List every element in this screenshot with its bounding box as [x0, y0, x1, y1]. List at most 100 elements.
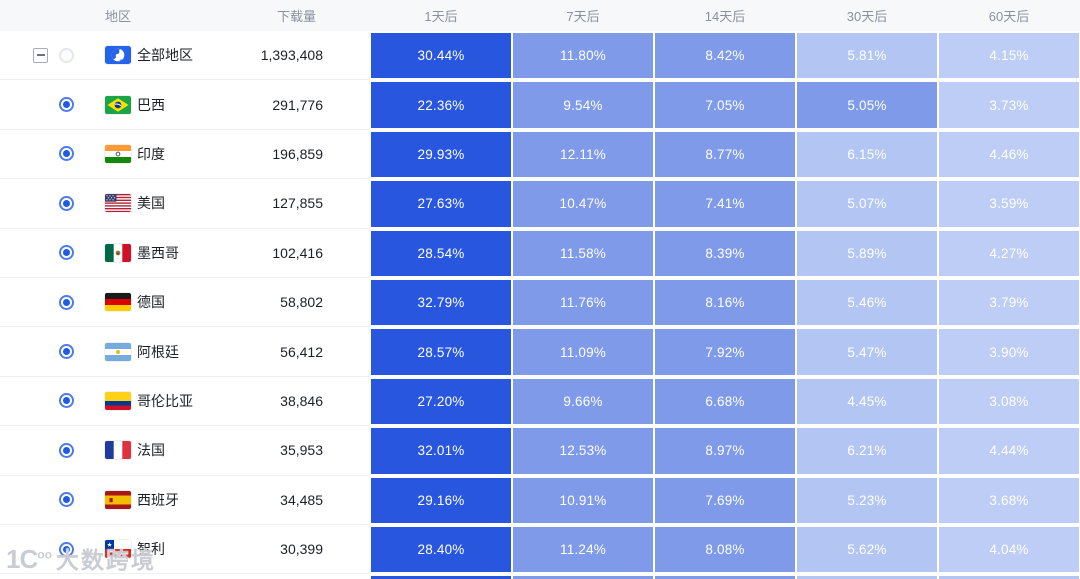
table-header: 地区 下载量 1天后 7天后 14天后 30天后 60天后 [0, 0, 1080, 31]
region-name: 智利 [137, 541, 165, 558]
retention-cell-day7: 11.09% [513, 329, 653, 375]
retention-cell-day14: 8.42% [655, 33, 795, 79]
table-row: 墨西哥 102,416 28.54% 11.58% 8.39% 5.89% 4.… [0, 229, 1080, 278]
retention-cell-day7: 11.80% [513, 33, 653, 79]
retention-cell-day14: 8.77% [655, 131, 795, 178]
retention-cell-day60: 3.59% [939, 181, 1079, 227]
partial-retention-cell [939, 576, 1079, 579]
flag-in-icon [105, 144, 131, 163]
retention-cell-day14: 7.92% [655, 329, 795, 375]
retention-cell-day1: 29.16% [371, 477, 511, 523]
region-name: 阿根廷 [137, 343, 179, 360]
retention-cell-day14: 7.69% [655, 477, 795, 523]
retention-cell-day7: 11.24% [513, 526, 653, 573]
retention-cell-day1: 27.63% [371, 181, 511, 227]
retention-cell-day60: 4.27% [939, 230, 1079, 276]
header-day30: 30天后 [846, 9, 888, 24]
downloads-value: 58,802 [280, 294, 323, 311]
retention-cell-day1: 28.57% [371, 329, 511, 375]
region-radio[interactable] [58, 492, 74, 508]
retention-cell-day1: 28.54% [371, 230, 511, 276]
region-name: 法国 [137, 442, 165, 459]
flag-de-icon [105, 293, 131, 312]
retention-cell-day7: 9.66% [513, 378, 653, 425]
retention-cell-day30: 5.89% [797, 230, 937, 276]
table-row: 智利 30,399 28.40% 11.24% 8.08% 5.62% 4.04… [0, 525, 1080, 575]
table-row: 美国 127,855 27.63% 10.47% 7.41% 5.07% 3.5… [0, 179, 1080, 229]
retention-cell-day30: 5.05% [797, 82, 937, 128]
retention-cell-day60: 3.73% [939, 82, 1079, 128]
header-day7: 7天后 [566, 9, 600, 24]
region-radio[interactable] [58, 541, 74, 557]
partial-retention-cell [655, 576, 795, 579]
retention-cell-day14: 7.41% [655, 181, 795, 227]
table-row: 法国 35,953 32.01% 12.53% 8.97% 6.21% 4.44… [0, 426, 1080, 476]
table-row: 阿根廷 56,412 28.57% 11.09% 7.92% 5.47% 3.9… [0, 327, 1080, 377]
retention-cell-day1: 32.79% [371, 279, 511, 326]
region-radio[interactable] [58, 393, 74, 409]
partial-retention-cell [513, 576, 653, 579]
flag-us-icon [105, 194, 131, 213]
region-radio[interactable] [58, 195, 74, 211]
downloads-value: 196,859 [272, 145, 323, 162]
region-name: 德国 [137, 294, 165, 311]
retention-cell-day30: 6.21% [797, 428, 937, 474]
region-name: 美国 [137, 195, 165, 212]
retention-cell-day60: 3.68% [939, 477, 1079, 523]
retention-cell-day60: 3.08% [939, 378, 1079, 425]
retention-cell-day30: 6.15% [797, 131, 937, 178]
retention-cell-day7: 11.76% [513, 279, 653, 326]
partial-next-row [0, 574, 1080, 579]
retention-cell-day60: 4.15% [939, 33, 1079, 79]
table-row: 哥伦比亚 38,846 27.20% 9.66% 6.68% 4.45% 3.0… [0, 377, 1080, 427]
retention-cell-day60: 4.04% [939, 526, 1079, 573]
region-radio[interactable] [58, 442, 74, 458]
region-radio[interactable] [58, 245, 74, 261]
downloads-value: 1,393,408 [260, 47, 323, 64]
retention-cell-day60: 3.90% [939, 329, 1079, 375]
region-radio[interactable] [58, 146, 74, 162]
flag-ar-icon [105, 342, 131, 361]
retention-cell-day14: 6.68% [655, 378, 795, 425]
region-radio[interactable] [58, 344, 74, 360]
flag-co-icon [105, 391, 131, 410]
downloads-value: 35,953 [280, 442, 323, 459]
retention-cell-day14: 8.97% [655, 428, 795, 474]
header-day60: 60天后 [988, 9, 1030, 24]
region-name: 全部地区 [137, 47, 193, 64]
region-name: 印度 [137, 145, 165, 162]
region-name: 巴西 [137, 96, 165, 113]
flag-cl-icon [105, 540, 131, 559]
region-name: 墨西哥 [137, 244, 179, 261]
retention-cell-day14: 8.39% [655, 230, 795, 276]
region-radio[interactable] [58, 294, 74, 310]
flag-mx-icon [105, 243, 131, 262]
retention-cell-day1: 29.93% [371, 131, 511, 178]
retention-cell-day7: 10.91% [513, 477, 653, 523]
retention-cell-day7: 10.47% [513, 181, 653, 227]
region-radio[interactable] [58, 97, 74, 113]
region-name: 西班牙 [137, 491, 179, 508]
table-row: 西班牙 34,485 29.16% 10.91% 7.69% 5.23% 3.6… [0, 476, 1080, 525]
downloads-value: 127,855 [272, 195, 323, 212]
downloads-value: 30,399 [280, 541, 323, 558]
retention-cell-day7: 12.11% [513, 131, 653, 178]
collapse-toggle-icon[interactable] [33, 47, 48, 63]
retention-cell-day30: 5.07% [797, 181, 937, 227]
table-row: 全部地区 1,393,408 30.44% 11.80% 8.42% 5.81%… [0, 31, 1080, 81]
retention-cell-day7: 12.53% [513, 428, 653, 474]
header-day1: 1天后 [424, 9, 458, 24]
partial-retention-cell [371, 576, 511, 579]
retention-cell-day14: 8.16% [655, 279, 795, 326]
region-radio[interactable] [58, 47, 74, 63]
downloads-value: 38,846 [280, 392, 323, 409]
retention-cell-day7: 9.54% [513, 82, 653, 128]
flag-globe-icon [105, 46, 131, 65]
retention-cell-day1: 28.40% [371, 526, 511, 573]
region-name: 哥伦比亚 [137, 392, 193, 409]
retention-cell-day30: 5.81% [797, 33, 937, 79]
retention-cell-day14: 7.05% [655, 82, 795, 128]
header-day14: 14天后 [704, 9, 746, 24]
retention-cell-day1: 30.44% [371, 33, 511, 79]
